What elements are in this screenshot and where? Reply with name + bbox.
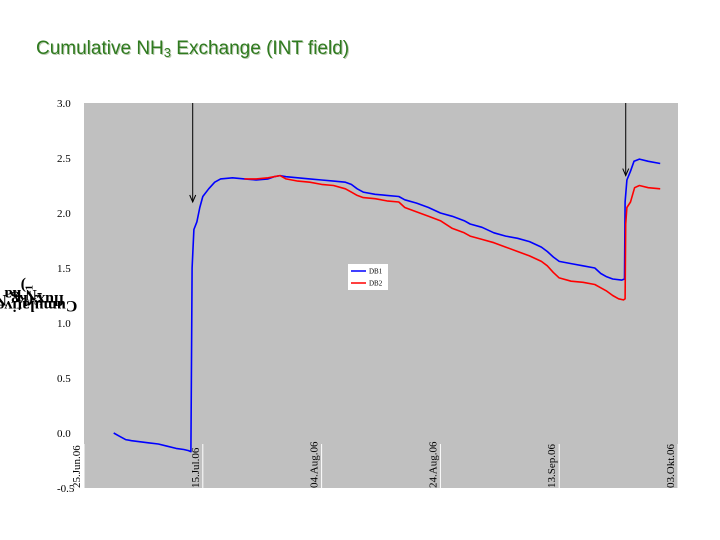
y-axis-ticks: 3.0 2.5 2.0 1.5 1.0 0.5 0.0 -0.5 [57,98,75,495]
annotation-arrow-head [189,194,197,204]
series-line-db1 [113,158,661,453]
annotation-arrow-head [622,168,630,177]
x-tick-label: 15.Jul.06 [190,447,202,488]
legend-label-db2: DB2 [369,280,383,288]
legend-box [348,264,388,290]
x-tick-label: 03.Okt.06 [665,444,677,489]
x-tick-label: 13.Sep.06 [546,444,558,489]
y-tick-label: 0.5 [57,373,71,385]
series-layer [113,158,661,453]
x-tick-label: 04.Aug.06 [309,441,321,488]
title-prefix: Cumulative NH [36,38,164,59]
y-tick-label: 2.0 [57,208,71,220]
y-tick-label: 3.0 [57,98,71,110]
plot-area [84,103,678,488]
y-tick-label: 0.0 [57,428,71,440]
y-tick-label: 1.0 [57,318,71,330]
legend: DB1 DB2 [348,264,388,290]
y-tick-label: 2.5 [57,153,71,165]
series-line-db2 [244,174,661,301]
annotation-layer [189,103,630,204]
title-suffix: Exchange (INT field) [171,38,350,59]
y-tick-label: 1.5 [57,263,71,275]
slide-title: Cumulative NH3 Exchange (INT field) [36,38,349,60]
y-tick-label: -0.5 [57,483,75,495]
x-axis-ticks: 25.Jun.06 15.Jul.06 04.Aug.06 24.Aug.06 13.S… [71,441,679,489]
x-tick-label: 25.Jun.06 [71,445,83,488]
x-tick-label: 24.Aug.06 [427,441,439,488]
title-subscript: 3 [163,45,171,60]
legend-label-db1: DB1 [369,268,383,276]
